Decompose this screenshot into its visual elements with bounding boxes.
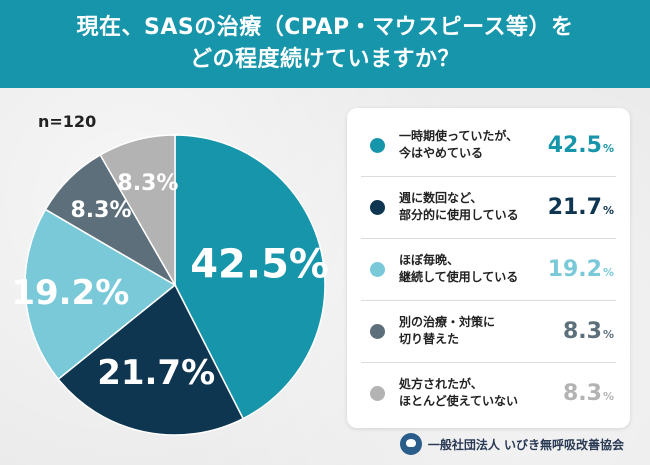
title-line-2: どの程度続けていますか？ [189,47,460,72]
pie-slice [24,208,177,381]
legend-swatch [370,385,385,401]
legend-item: 別の治療・対策に 切り替えた 8.3% [347,302,630,360]
legend-label: 一時期使っていたが、 今はやめている [399,129,519,160]
sample-size: n=120 [38,112,97,131]
legend-value: 8.3% [562,380,614,406]
org-name: 一般社団法人 いびき無呼吸改善協会 [427,437,624,452]
legend-swatch [370,137,385,153]
slice-label: 19.2% [11,273,129,313]
legend-value: 19.2% [547,256,614,282]
legend-item: 週に数回など、 部分的に使用している 21.7% [347,178,630,236]
legend-swatch [370,199,385,215]
slice-label: 8.3% [117,171,178,196]
chart-title: 現在、SASの治療（CPAP・マウスピース等）を どの程度続けていますか？ [0,0,650,88]
legend-divider [361,362,616,363]
legend-item: 一時期使っていたが、 今はやめている 42.5% [347,116,630,174]
pie-slice [57,283,245,436]
legend-divider [361,300,616,301]
legend-value: 21.7% [547,194,614,220]
legend-divider [361,176,616,177]
legend-label: 別の治療・対策に 切り替えた [399,315,496,346]
footer: 一般社団法人 いびき無呼吸改善協会 [399,431,624,457]
legend-item: ほぼ毎晩、 継続して使用している 19.2% [347,240,630,298]
legend-label: ほぼ毎晩、 継続して使用している [399,253,519,284]
legend-swatch [370,261,385,277]
slice-label: 21.7% [97,353,215,393]
legend-divider [361,238,616,239]
pie-slice [99,134,176,288]
legend: 一時期使っていたが、 今はやめている 42.5% 週に数回など、 部分的に使用している 2… [347,108,630,428]
legend-value: 42.5% [547,132,614,158]
title-line-1: 現在、SASの治療（CPAP・マウスピース等）を [76,15,574,40]
pie-slice [174,134,326,420]
slice-label: 42.5% [190,242,329,288]
slice-label: 8.3% [70,198,131,223]
legend-label: 週に数回など、 部分的に使用している [399,191,519,222]
legend-swatch [370,323,385,339]
org-logo-icon [399,433,422,455]
legend-value: 8.3% [562,318,614,344]
legend-item: 処方されたが、 ほとんど使えていない 8.3% [347,364,630,422]
legend-label: 処方されたが、 ほとんど使えていない [399,377,519,408]
